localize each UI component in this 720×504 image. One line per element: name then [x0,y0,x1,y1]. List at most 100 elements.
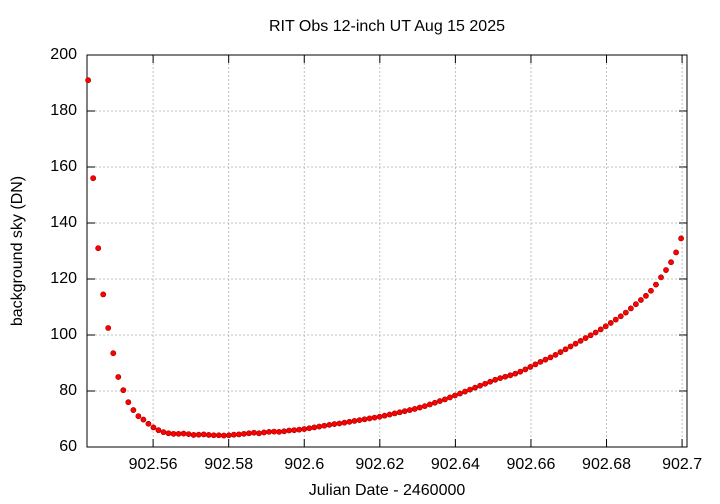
data-point [296,426,303,433]
data-point [281,428,288,435]
data-point [552,351,559,358]
data-point [100,291,107,298]
data-point [130,407,137,413]
y-tick-label: 100 [50,326,77,343]
data-point [507,372,514,379]
data-point [205,432,212,438]
data-point [602,323,609,330]
data-point [391,410,398,417]
data-point [678,235,685,242]
data-point [482,380,489,387]
data-point [643,292,649,299]
data-point [457,390,463,397]
data-point [411,406,418,412]
data-point [386,411,393,418]
data-point [663,267,669,273]
x-tick-label: 902.6 [284,456,324,473]
data-point [436,398,443,404]
data-point [316,423,323,430]
data-point [376,413,383,420]
data-point [200,431,207,438]
data-point [452,392,458,399]
data-point [632,301,639,308]
data-point [160,429,167,436]
data-point [492,376,499,383]
data-point [502,373,509,380]
data-point [537,358,544,365]
data-point [120,387,127,394]
data-point [110,350,117,357]
data-point [210,432,217,439]
data-point [90,175,97,182]
data-point [336,420,343,427]
data-point [85,77,92,84]
data-point [592,329,599,336]
x-tick-label: 902.56 [129,456,178,473]
data-point [527,364,534,370]
data-point [532,361,539,368]
data-point [497,375,504,382]
y-tick-label: 200 [50,46,77,63]
data-point [426,401,433,408]
data-point [597,326,604,333]
y-tick-label: 120 [50,270,77,287]
x-tick-label: 902.64 [431,456,480,473]
data-point [472,384,478,391]
x-tick-label: 902.7 [662,456,702,473]
data-point [306,425,313,432]
data-point [341,419,348,426]
data-point [261,429,267,436]
data-point [276,428,282,435]
plot-frame [86,54,688,448]
data-point [517,368,524,375]
data-point [582,335,589,341]
data-point [512,370,519,377]
data-point [326,421,333,428]
data-point [361,416,368,423]
data-point [477,382,483,389]
data-point [542,356,549,363]
data-point [673,249,679,256]
data-point [557,349,564,355]
data-point [145,420,152,427]
data-point [170,430,177,437]
data-point [286,427,293,434]
data-point [125,399,132,406]
data-point [220,432,227,439]
data-point [567,343,574,350]
data-point [462,388,468,395]
data-point [617,313,624,320]
data-point [331,421,338,427]
data-point [622,309,629,316]
data-point [356,417,363,424]
x-tick-label: 902.58 [204,456,253,473]
x-tick-label: 902.66 [506,456,555,473]
data-point [135,413,142,420]
data-point [401,408,408,415]
data-point [522,366,529,373]
y-tick-label: 140 [50,214,77,231]
data-point [421,403,428,410]
data-point [577,337,584,344]
data-point [311,424,318,431]
data-point [653,281,659,288]
data-point [150,424,157,431]
data-point [406,407,413,413]
data-point [175,430,182,437]
data-point [266,428,272,435]
data-point [185,431,192,438]
data-point [291,427,298,434]
data-point [225,432,232,439]
y-tick-label: 60 [59,438,77,455]
data-point [547,354,554,361]
data-point [241,430,247,437]
data-point [366,415,373,422]
x-tick-label: 902.62 [355,456,404,473]
data-point [165,430,172,437]
data-point [246,430,252,437]
y-tick-label: 160 [50,158,77,175]
data-point [658,274,664,281]
x-tick-label: 902.68 [582,456,631,473]
data-point [371,414,378,421]
